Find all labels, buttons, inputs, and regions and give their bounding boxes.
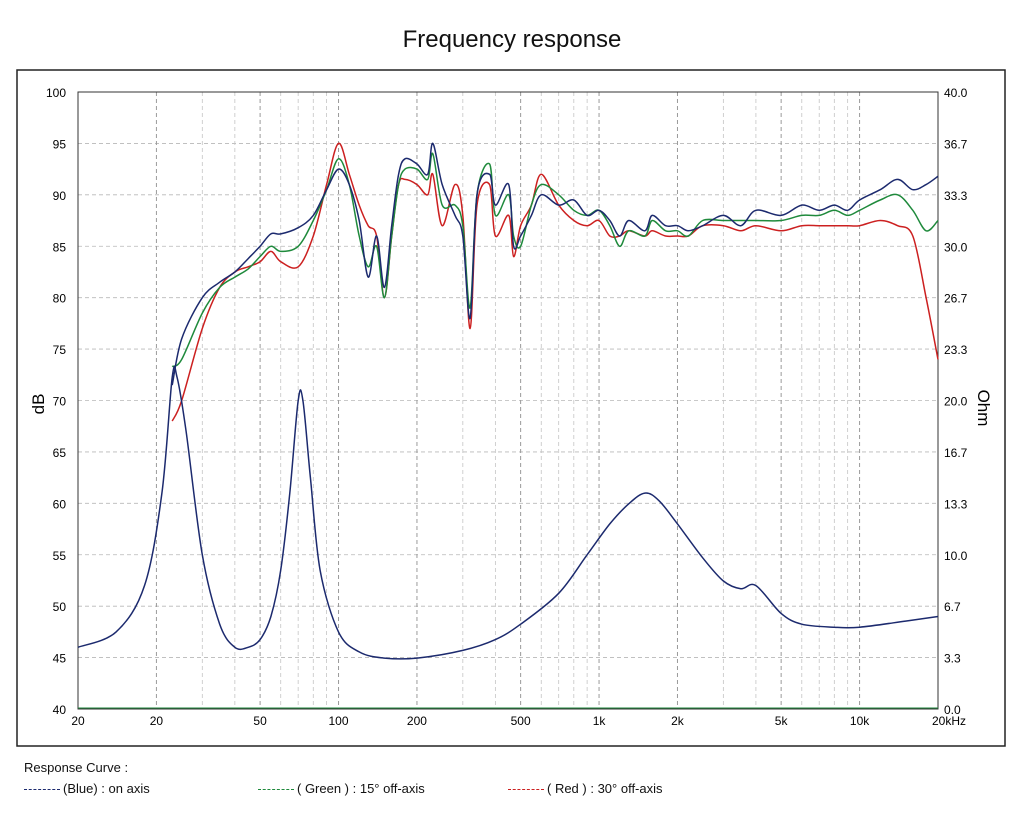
x-tick-label: 500 bbox=[511, 714, 531, 728]
series-line-red bbox=[171, 142, 939, 422]
left-tick-label: 50 bbox=[53, 600, 67, 614]
left-tick-label: 70 bbox=[53, 395, 67, 409]
chart-title: Frequency response bbox=[402, 26, 622, 53]
right-tick-label: 0.0 bbox=[944, 703, 961, 717]
x-tick-label: 100 bbox=[329, 714, 349, 728]
left-tick-label: 75 bbox=[53, 343, 67, 357]
legend-item-green: ( Green ) : 15° off-axis bbox=[258, 781, 425, 796]
x-tick-label: 20 bbox=[71, 714, 85, 728]
right-tick-label: 6.7 bbox=[944, 600, 961, 614]
right-tick-label: 36.7 bbox=[944, 137, 968, 151]
legend-swatch-green bbox=[258, 789, 294, 791]
legend-item-blue: (Blue) : on axis bbox=[24, 781, 150, 796]
right-tick-label: 3.3 bbox=[944, 652, 961, 666]
legend-label-green: ( Green ) : 15° off-axis bbox=[297, 781, 425, 796]
legend-swatch-red bbox=[508, 789, 544, 791]
series-lines bbox=[77, 142, 939, 709]
left-tick-label: 45 bbox=[53, 652, 67, 666]
grid bbox=[77, 91, 939, 710]
legend-label-blue: (Blue) : on axis bbox=[63, 781, 150, 796]
legend-label-red: ( Red ) : 30° off-axis bbox=[547, 781, 663, 796]
left-axis-label: dB bbox=[29, 394, 48, 415]
x-tick-label: 20kHz bbox=[932, 714, 966, 728]
chart-border bbox=[16, 69, 1006, 747]
left-tick-label: 40 bbox=[53, 703, 67, 717]
series-line-blue bbox=[171, 142, 939, 386]
plot-area-border bbox=[77, 91, 939, 710]
left-tick-label: 100 bbox=[46, 86, 66, 100]
right-axis-label: Ohm bbox=[974, 390, 993, 427]
series-line-impedance bbox=[77, 365, 939, 660]
right-tick-label: 30.0 bbox=[944, 240, 968, 254]
legend-swatch-blue bbox=[24, 789, 60, 791]
left-tick-label: 80 bbox=[53, 292, 67, 306]
x-tick-label: 20 bbox=[150, 714, 164, 728]
left-tick-label: 95 bbox=[53, 137, 67, 151]
tick-labels: 100 95 90 85 80 75 70 65 60 55 50 45 40 40.0 36.7 33.3 3… bbox=[46, 86, 968, 728]
legend-heading: Response Curve : bbox=[24, 760, 129, 775]
right-tick-label: 16.7 bbox=[944, 446, 968, 460]
right-tick-label: 23.3 bbox=[944, 343, 968, 357]
right-tick-label: 40.0 bbox=[944, 86, 968, 100]
left-tick-label: 85 bbox=[53, 240, 67, 254]
left-tick-label: 60 bbox=[53, 497, 67, 511]
right-tick-label: 10.0 bbox=[944, 549, 968, 563]
left-tick-label: 55 bbox=[53, 549, 67, 563]
right-tick-label: 13.3 bbox=[944, 497, 968, 511]
left-tick-label: 90 bbox=[53, 189, 67, 203]
x-tick-label: 10k bbox=[850, 714, 870, 728]
x-tick-label: 50 bbox=[253, 714, 267, 728]
x-tick-label: 5k bbox=[775, 714, 789, 728]
x-tick-label: 1k bbox=[593, 714, 607, 728]
series-line-green bbox=[171, 152, 939, 368]
x-tick-label: 2k bbox=[671, 714, 685, 728]
right-tick-label: 33.3 bbox=[944, 189, 968, 203]
x-tick-label: 200 bbox=[407, 714, 427, 728]
legend-item-red: ( Red ) : 30° off-axis bbox=[508, 781, 663, 796]
right-tick-label: 20.0 bbox=[944, 395, 968, 409]
left-tick-label: 65 bbox=[53, 446, 67, 460]
right-tick-label: 26.7 bbox=[944, 292, 968, 306]
